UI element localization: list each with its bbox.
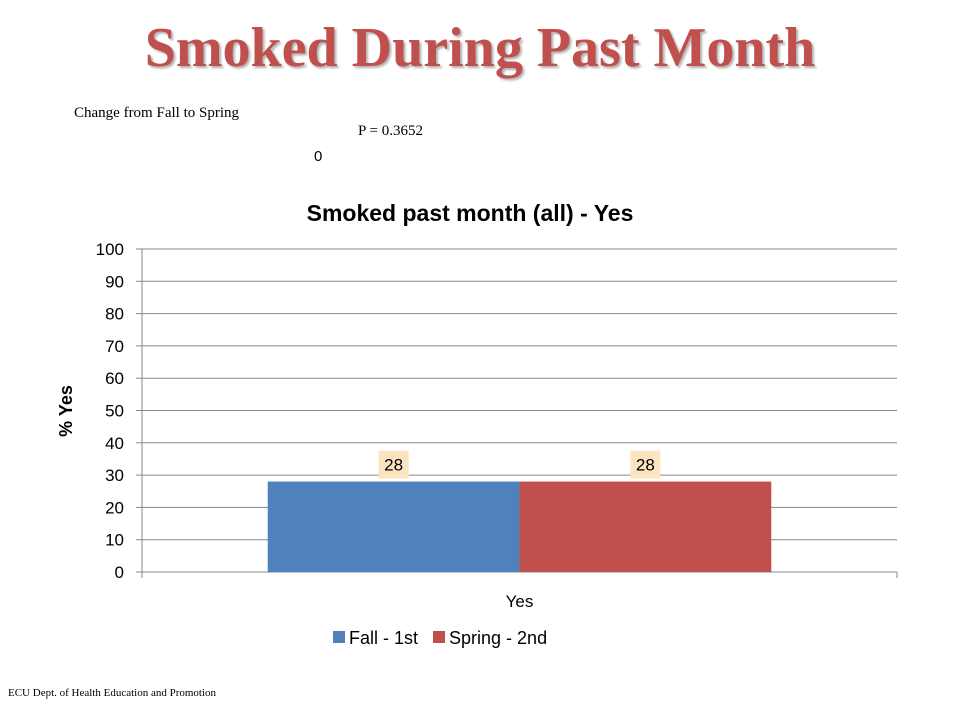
data-label-box: [378, 450, 409, 479]
p-value: P = 0.3652: [358, 123, 423, 139]
legend: Fall - 1st Spring - 2nd: [333, 628, 547, 648]
bar: [519, 481, 772, 572]
data-labels: 28 28: [378, 450, 661, 479]
y-tick-label: 0: [115, 563, 124, 582]
axes: 0 10 20 30 40 50 60 70 80 90 100 Yes: [96, 240, 898, 611]
change-note: Change from Fall to Spring: [74, 105, 239, 121]
y-tick-label: 20: [105, 498, 124, 517]
footer-text: ECU Dept. of Health Education and Promot…: [8, 687, 217, 699]
data-label-box: [630, 450, 661, 479]
chart-title: Smoked past month (all) - Yes: [307, 200, 634, 226]
y-tick-label: 70: [105, 337, 124, 356]
data-label: 28: [384, 456, 403, 475]
y-tick-label: 50: [105, 402, 124, 421]
x-tick-label: Yes: [506, 592, 534, 611]
y-tick-label: 80: [105, 305, 124, 324]
y-tick-label: 40: [105, 434, 124, 453]
bar: [267, 481, 520, 572]
y-tick-label: 10: [105, 531, 124, 550]
legend-swatch: [333, 631, 345, 643]
y-tick-label: 100: [96, 240, 124, 259]
y-tick-label: 60: [105, 369, 124, 388]
data-label: 28: [636, 456, 655, 475]
y-tick-label: 90: [105, 272, 124, 291]
legend-label: Spring - 2nd: [449, 628, 547, 648]
y-tick-label: 30: [105, 466, 124, 485]
slide-title: Smoked During Past Month: [144, 17, 816, 79]
bar-chart: Smoked past month (all) - Yes % Yes 0 10 2…: [56, 200, 898, 648]
legend-swatch: [433, 631, 446, 643]
bars: [267, 481, 772, 572]
legend-label: Fall - 1st: [349, 628, 418, 648]
y-axis-title: % Yes: [56, 385, 76, 437]
zero-label: 0: [314, 148, 323, 165]
gridlines: [142, 248, 897, 573]
